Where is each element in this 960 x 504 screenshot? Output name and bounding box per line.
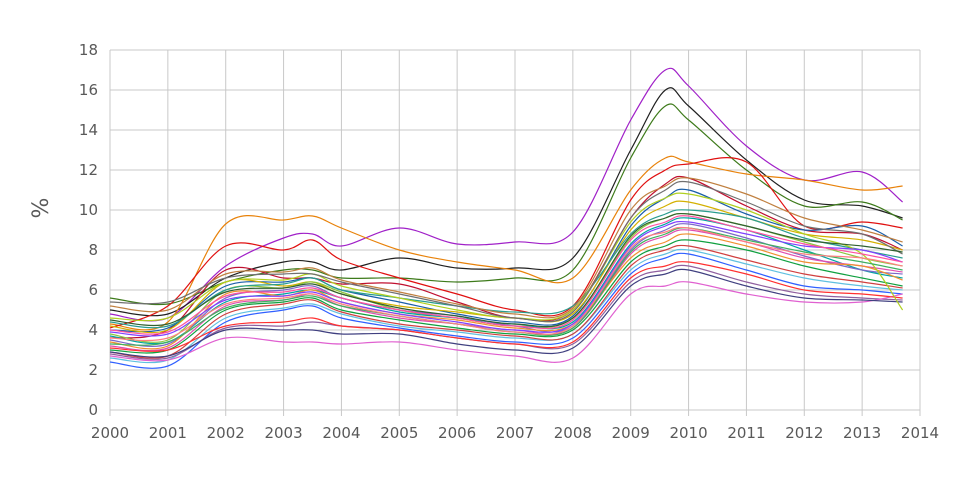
series-line-17 — [109, 244, 903, 359]
x-tick-label: 2002 — [207, 424, 245, 442]
y-axis-ticks: 0 2 4 6 8 10 12 14 16 18 — [79, 41, 98, 419]
x-tick-label: 2009 — [612, 424, 650, 442]
y-tick-label: 4 — [88, 321, 98, 339]
series-line-15 — [109, 252, 903, 369]
x-tick-label: 2000 — [91, 424, 129, 442]
x-tick-label: 2007 — [496, 424, 534, 442]
y-tick-label: 12 — [79, 161, 98, 179]
y-tick-label: 16 — [79, 81, 98, 99]
y-tick-label: 8 — [88, 241, 98, 259]
x-tick-label: 2004 — [322, 424, 360, 442]
y-tick-label: 14 — [79, 121, 98, 139]
x-tick-label: 2013 — [843, 424, 881, 442]
series-line-24 — [109, 177, 903, 319]
y-axis-label: % — [29, 198, 54, 219]
series-line-30 — [109, 215, 903, 335]
x-tick-label: 2010 — [669, 424, 707, 442]
series-line-3 — [109, 103, 903, 306]
x-axis-ticks: 2000 2001 2002 2003 2004 2005 2006 2007 2008 2009… — [91, 424, 939, 442]
y-tick-label: 10 — [79, 201, 98, 219]
series-line-28 — [109, 226, 903, 342]
y-tick-label: 2 — [88, 361, 98, 379]
series-line-21 — [109, 261, 903, 352]
x-tick-label: 2005 — [380, 424, 418, 442]
x-tick-label: 2001 — [149, 424, 187, 442]
series-line-19 — [109, 281, 903, 363]
series-line-14 — [109, 239, 903, 354]
x-tick-label: 2012 — [785, 424, 823, 442]
series-line-16 — [109, 248, 903, 364]
grid — [109, 49, 921, 416]
x-tick-label: 2003 — [264, 424, 302, 442]
series-line-27 — [109, 180, 903, 323]
series-line-22 — [109, 209, 903, 329]
series-line-1 — [109, 67, 903, 322]
x-tick-label: 2014 — [901, 424, 939, 442]
series-lines — [109, 67, 904, 369]
x-tick-label: 2008 — [554, 424, 592, 442]
x-tick-label: 2006 — [438, 424, 476, 442]
series-line-29 — [109, 212, 903, 328]
y-tick-label: 6 — [88, 281, 98, 299]
x-tick-label: 2011 — [727, 424, 765, 442]
series-line-25 — [109, 220, 903, 337]
series-line-20 — [109, 268, 903, 358]
series-line-4 — [109, 155, 903, 331]
y-tick-label: 0 — [88, 401, 98, 419]
series-line-7 — [109, 188, 903, 333]
series-line-2 — [109, 87, 903, 317]
y-tick-label: 18 — [79, 41, 98, 59]
